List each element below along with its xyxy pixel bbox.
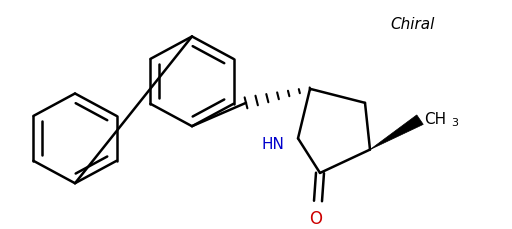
- Polygon shape: [370, 115, 423, 150]
- Text: CH: CH: [424, 112, 446, 127]
- Text: HN: HN: [261, 137, 284, 153]
- Text: Chiral: Chiral: [390, 17, 434, 32]
- Text: 3: 3: [451, 118, 458, 128]
- Text: O: O: [309, 210, 323, 228]
